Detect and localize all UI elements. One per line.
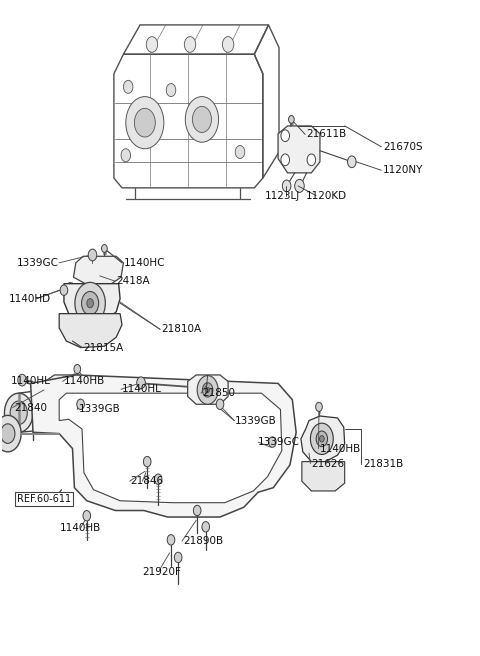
Circle shape (174, 552, 182, 563)
Circle shape (63, 387, 67, 392)
Text: 1140HB: 1140HB (320, 443, 361, 453)
Circle shape (123, 80, 133, 93)
Circle shape (222, 37, 234, 52)
Polygon shape (302, 462, 345, 491)
Circle shape (60, 285, 68, 295)
Circle shape (203, 382, 213, 397)
Text: 21815A: 21815A (83, 342, 123, 352)
Circle shape (320, 436, 324, 442)
Circle shape (216, 399, 224, 409)
Text: 1140HB: 1140HB (64, 377, 105, 386)
Circle shape (0, 415, 21, 452)
Circle shape (185, 96, 218, 142)
Circle shape (4, 393, 33, 432)
Text: 1339GB: 1339GB (235, 415, 277, 426)
Circle shape (311, 423, 333, 455)
Polygon shape (73, 256, 123, 283)
Text: 21831B: 21831B (364, 459, 404, 468)
Circle shape (281, 154, 289, 166)
Text: 1140HB: 1140HB (60, 523, 101, 533)
Circle shape (121, 149, 131, 162)
Circle shape (197, 376, 218, 404)
Circle shape (307, 154, 316, 166)
Text: REF.60-611: REF.60-611 (17, 494, 72, 504)
Text: 21611B: 21611B (307, 129, 347, 140)
Polygon shape (45, 375, 85, 404)
Text: 21626: 21626 (312, 459, 345, 468)
Circle shape (87, 298, 94, 308)
Circle shape (202, 522, 210, 532)
Polygon shape (188, 375, 228, 404)
Circle shape (282, 180, 291, 192)
Text: 2418A: 2418A (116, 276, 150, 286)
Circle shape (50, 497, 56, 504)
Text: 21890B: 21890B (183, 536, 223, 546)
Circle shape (288, 115, 294, 123)
Text: 21670S: 21670S (383, 142, 422, 152)
Circle shape (167, 535, 175, 545)
Circle shape (193, 505, 201, 516)
Circle shape (126, 96, 164, 149)
Circle shape (192, 106, 212, 133)
Circle shape (316, 431, 327, 447)
Text: 1339GC: 1339GC (16, 258, 59, 268)
Text: 21920F: 21920F (143, 567, 181, 577)
Text: 1140HD: 1140HD (9, 294, 51, 304)
Circle shape (75, 282, 105, 324)
Circle shape (137, 377, 145, 388)
Polygon shape (278, 126, 320, 173)
Polygon shape (31, 375, 296, 517)
Text: 21810A: 21810A (161, 324, 202, 335)
Circle shape (74, 365, 81, 374)
Circle shape (166, 83, 176, 96)
Circle shape (102, 245, 107, 253)
Text: 1120KD: 1120KD (306, 191, 347, 201)
Text: 1120NY: 1120NY (383, 165, 423, 175)
Circle shape (155, 474, 162, 484)
Circle shape (268, 437, 276, 447)
Text: 21840: 21840 (14, 403, 47, 413)
Circle shape (295, 179, 304, 192)
Text: 1339GC: 1339GC (258, 437, 300, 447)
Text: 21846: 21846 (131, 476, 164, 486)
Circle shape (88, 249, 97, 261)
Circle shape (55, 377, 74, 403)
Circle shape (82, 291, 99, 315)
Circle shape (60, 383, 70, 396)
Circle shape (184, 37, 196, 52)
Text: 1140HC: 1140HC (123, 258, 165, 268)
Text: 21850: 21850 (202, 388, 235, 398)
Polygon shape (64, 283, 120, 321)
Circle shape (146, 37, 158, 52)
Circle shape (0, 424, 15, 443)
Circle shape (144, 457, 151, 467)
Text: 1123LJ: 1123LJ (265, 191, 300, 201)
Text: 1339GB: 1339GB (79, 405, 121, 415)
Text: 1140HL: 1140HL (11, 377, 50, 386)
Text: 1140HL: 1140HL (122, 384, 162, 394)
Polygon shape (301, 416, 345, 462)
Circle shape (316, 402, 322, 411)
Circle shape (206, 387, 210, 392)
Circle shape (281, 130, 289, 142)
Circle shape (235, 146, 245, 159)
Circle shape (83, 510, 91, 521)
Circle shape (134, 108, 156, 137)
Circle shape (10, 401, 27, 424)
Circle shape (18, 375, 26, 386)
Circle shape (77, 399, 84, 409)
Circle shape (348, 156, 356, 168)
Polygon shape (59, 314, 122, 348)
Polygon shape (59, 393, 282, 502)
